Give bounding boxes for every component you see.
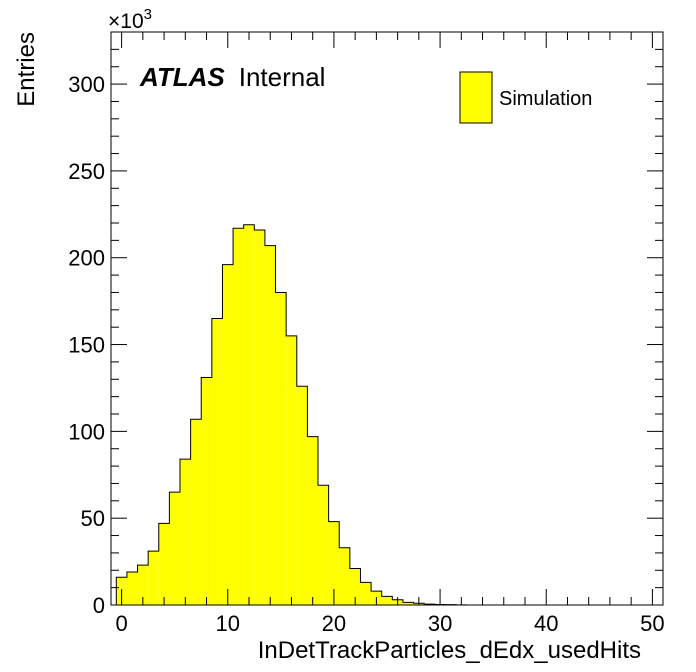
- histogram-bin: [349, 568, 361, 605]
- x-tick-label: 40: [534, 611, 558, 636]
- legend-swatch-simulation: [459, 71, 493, 124]
- legend-label-simulation: Simulation: [499, 88, 592, 110]
- y-tick-label: 250: [68, 159, 105, 184]
- axis-tick-labels: 0 10 20 30 40 50 0 50 100 150 200 250 300: [68, 72, 664, 636]
- x-axis-title: InDetTrackParticles_dEdx_usedHits: [258, 637, 641, 664]
- plot-frame: [110, 31, 664, 606]
- histogram-bin: [307, 436, 318, 605]
- y-tick-label: 300: [68, 72, 105, 97]
- histogram-bin: [137, 565, 149, 605]
- x-tick-label: 20: [322, 611, 346, 636]
- histogram-bin: [201, 377, 212, 605]
- y-tick-label: 100: [68, 419, 105, 444]
- histogram-bin: [402, 602, 414, 605]
- histogram-bin: [126, 572, 138, 605]
- histogram-bin: [381, 596, 393, 605]
- histogram-bin: [318, 485, 329, 605]
- histogram-bin: [296, 386, 308, 605]
- x-tick-label: 50: [640, 611, 664, 636]
- histogram-bin: [180, 459, 191, 605]
- axis-ticks: [111, 31, 663, 606]
- histogram-bin: [286, 335, 297, 605]
- x-tick-label: 0: [115, 611, 127, 636]
- histogram-bin: [360, 582, 372, 605]
- histogram-bin: [148, 551, 159, 605]
- y-tick-label: 0: [93, 593, 105, 618]
- histogram-bin: [222, 264, 234, 605]
- histogram-bin: [254, 229, 265, 606]
- histogram-bin: [243, 224, 255, 605]
- histogram-bin: [190, 419, 202, 605]
- y-tick-label: 200: [68, 246, 105, 271]
- atlas-label: ATLAS Internal: [139, 62, 325, 92]
- y-axis-title: Entries: [13, 32, 40, 107]
- histogram-bin: [275, 292, 287, 605]
- histogram-bin: [158, 523, 170, 605]
- histogram-bin: [233, 228, 244, 605]
- x-tick-label: 30: [428, 611, 452, 636]
- histogram-bin: [169, 492, 180, 605]
- y-tick-label: 150: [68, 333, 105, 358]
- histogram-bin: [211, 318, 223, 605]
- histogram-bin: [264, 245, 276, 605]
- y-tick-label: 50: [81, 506, 105, 531]
- y-multiplier: ×103: [108, 6, 152, 33]
- histogram-bin: [328, 521, 340, 605]
- histogram-bin: [339, 547, 350, 605]
- x-tick-label: 10: [216, 611, 240, 636]
